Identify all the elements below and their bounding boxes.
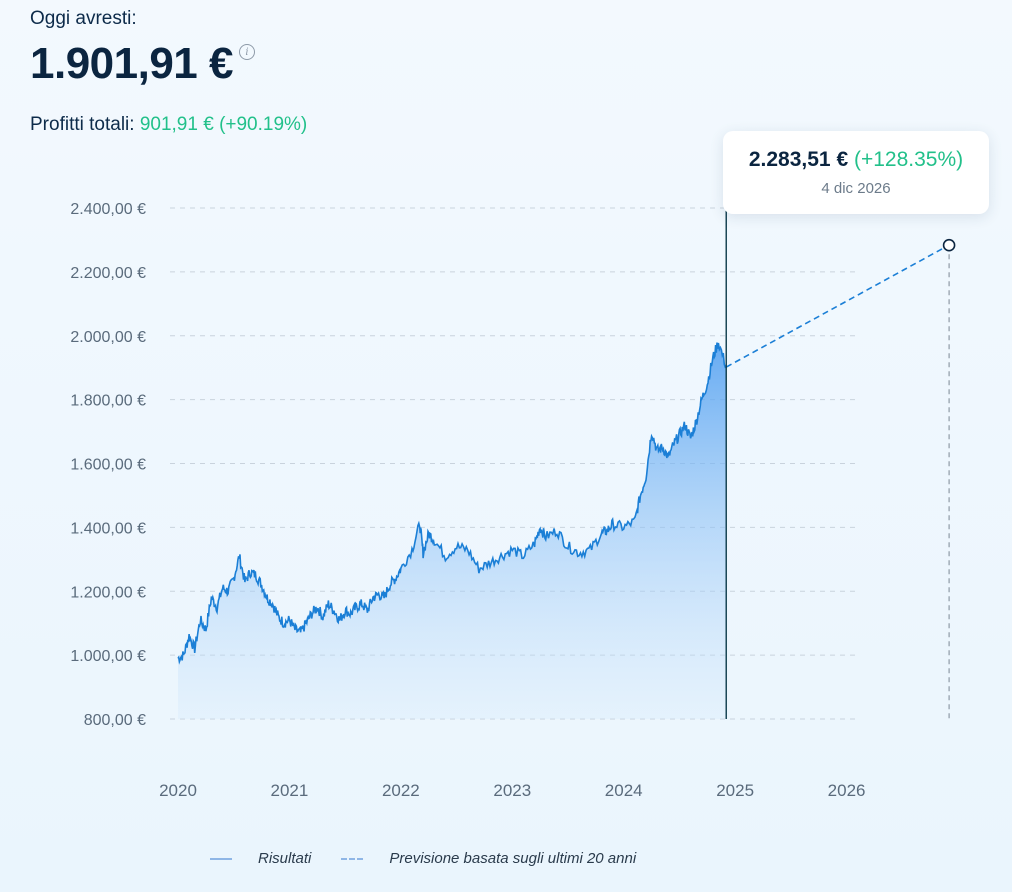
summary-header: Oggi avresti: 1.901,91 € i Profitti tota…	[30, 8, 307, 136]
x-tick-label: 2022	[382, 781, 420, 800]
forecast-point[interactable]	[942, 238, 956, 252]
y-tick-label: 1.000,00 €	[70, 648, 146, 665]
x-tick-label: 2021	[271, 781, 309, 800]
y-tick-label: 2.000,00 €	[70, 329, 146, 346]
tooltip-change: (+128.35%)	[853, 148, 964, 171]
tooltip-main: 2.283,51 € (+128.35%)	[723, 148, 989, 172]
amount-row: 1.901,91 € i	[30, 42, 307, 86]
results-line	[177, 342, 727, 665]
y-tick-label: 800,00 €	[84, 712, 146, 729]
y-tick-label: 1.600,00 €	[70, 457, 146, 474]
legend-results-label: Risultati	[258, 850, 312, 867]
info-icon[interactable]: i	[238, 44, 255, 60]
x-tick-label: 2024	[605, 781, 643, 800]
legend-dashed-line	[341, 857, 364, 860]
y-tick-label: 1.200,00 €	[70, 584, 146, 601]
profit-value: 901,91 € (+90.19%)	[139, 114, 308, 135]
y-tick-label: 1.800,00 €	[70, 393, 146, 410]
x-tick-label: 2023	[493, 781, 531, 800]
y-tick-label: 2.200,00 €	[70, 265, 146, 282]
x-tick-label: 2020	[159, 781, 197, 800]
tooltip-date: 4 dic 2026	[821, 180, 891, 197]
chart-legend: Risultati Previsione basata sugli ultimi…	[210, 850, 636, 867]
y-tick-label: 1.400,00 €	[70, 520, 146, 537]
today-label: Oggi avresti:	[30, 8, 137, 29]
results-area	[178, 342, 727, 719]
y-tick-label: 2.400,00 €	[70, 201, 146, 218]
series-layer	[177, 244, 950, 719]
x-axis: 2020 2021 2022 2023 2024 2025 2026	[159, 781, 865, 800]
x-tick-label: 2026	[828, 781, 866, 800]
forecast-line	[725, 244, 950, 368]
x-tick-label: 2025	[716, 781, 754, 800]
tooltip-value: 2.283,51 €	[748, 148, 849, 171]
legend-forecast-label: Previsione basata sugli ultimi 20 anni	[389, 850, 637, 867]
current-amount: 1.901,91 €	[30, 39, 233, 88]
legend-solid-line	[210, 857, 232, 860]
y-axis: 800,00 € 1.000,00 € 1.200,00 € 1.400,00 € 1.…	[70, 201, 146, 729]
marker-layer	[725, 208, 956, 719]
profit-label: Profitti totali:	[30, 114, 135, 135]
profit-row: Profitti totali: 901,91 € (+90.19%)	[30, 114, 307, 136]
forecast-tooltip: 2.283,51 € (+128.35%) 4 dic 2026	[723, 131, 989, 214]
